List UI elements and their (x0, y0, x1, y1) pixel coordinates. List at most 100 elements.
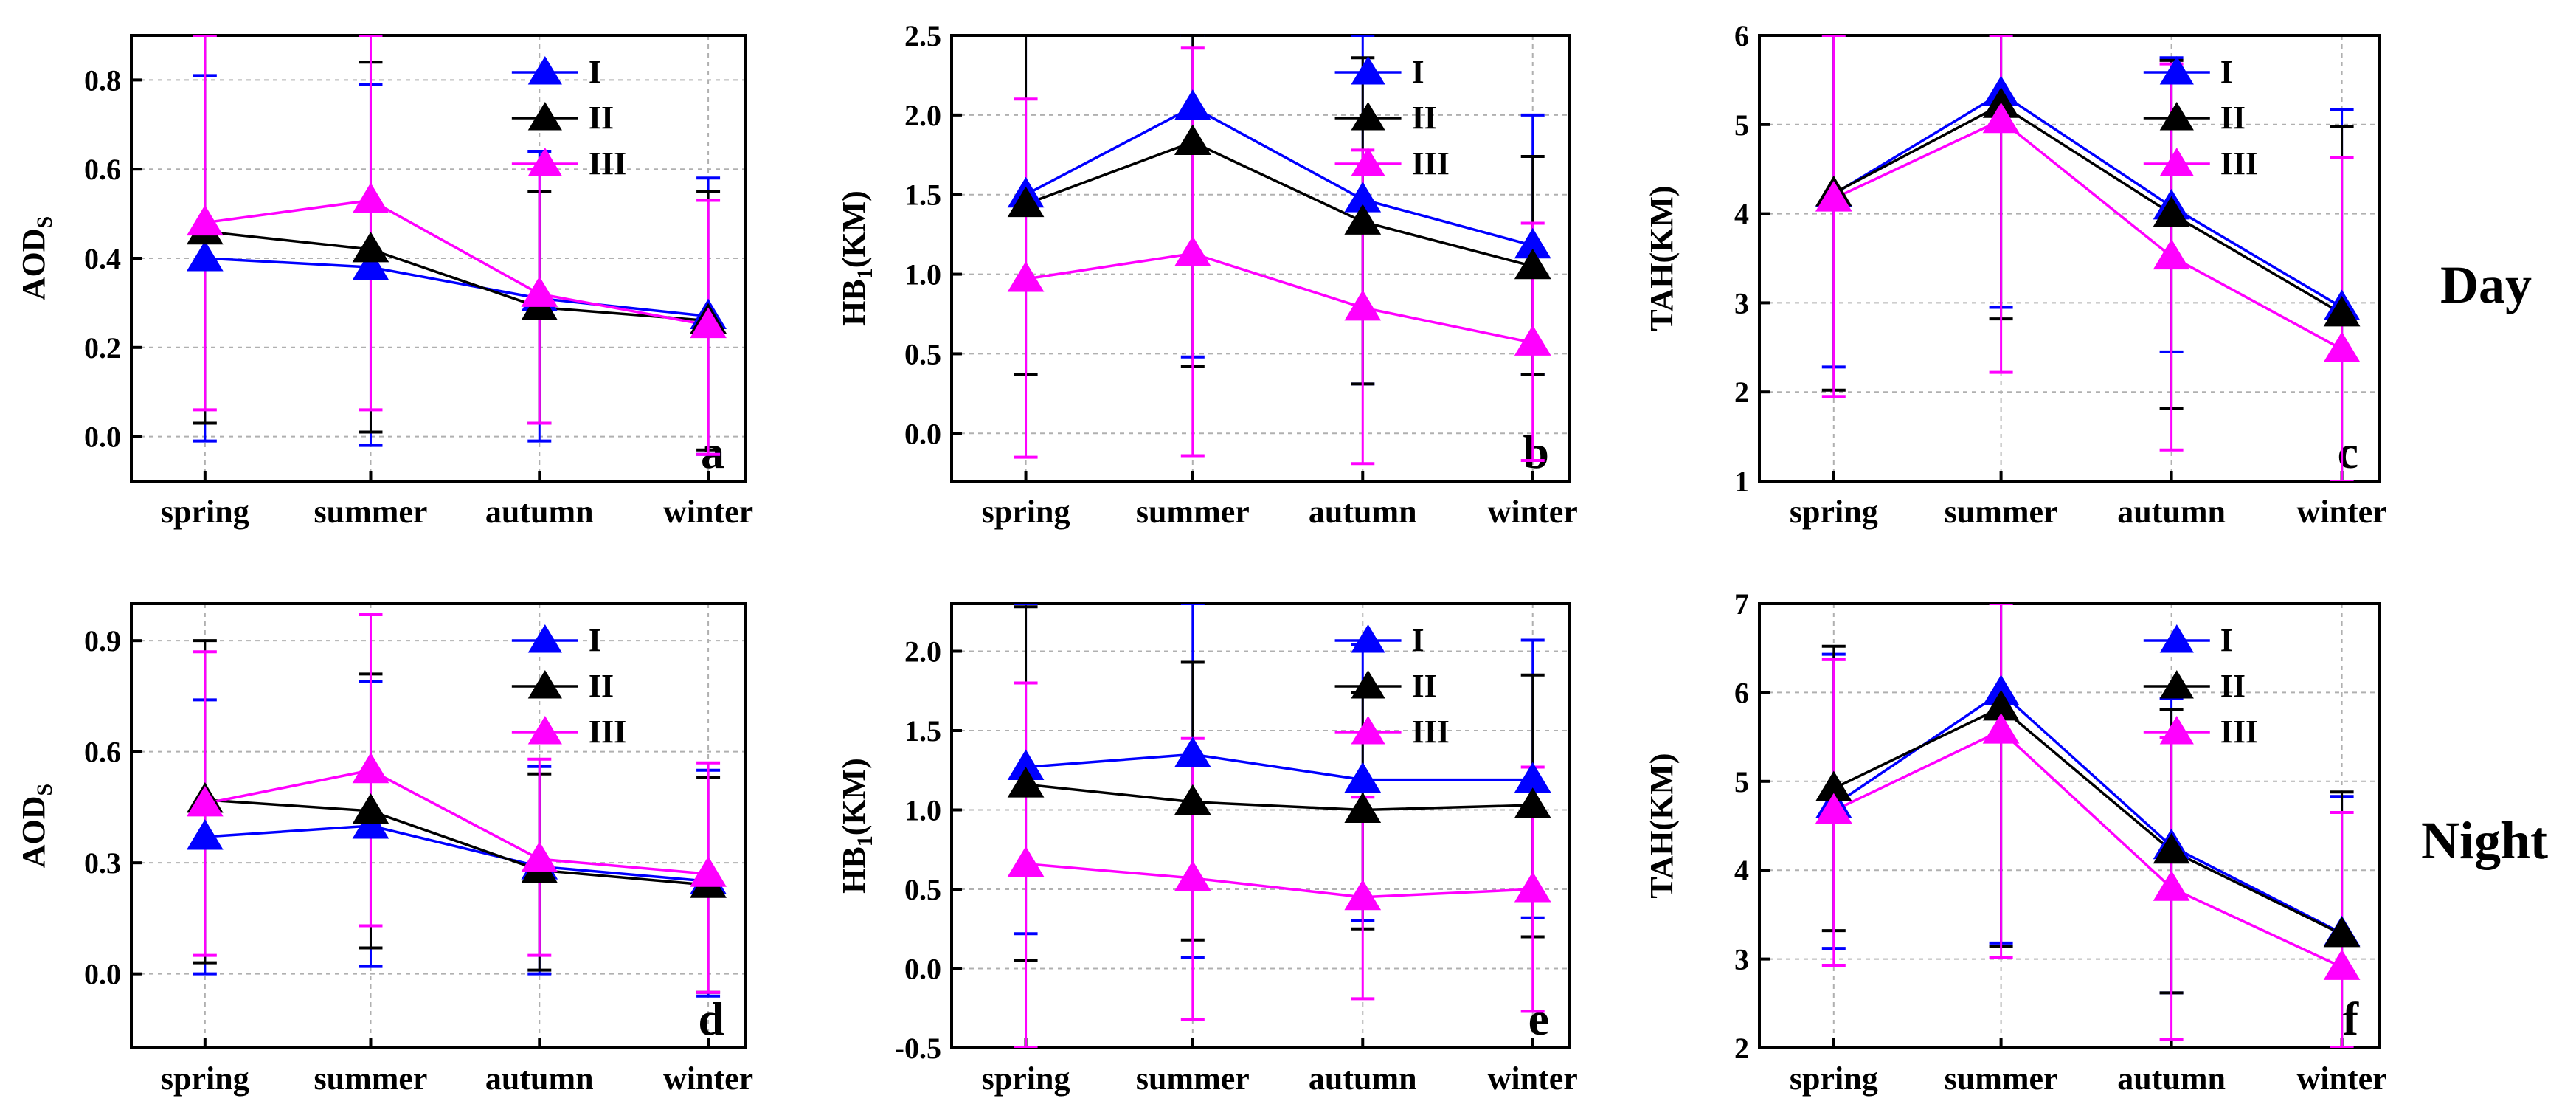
y-tick-label: 4 (1734, 854, 1749, 887)
legend-marker-I (527, 56, 562, 85)
y-tick-label: 4 (1734, 198, 1749, 231)
data-point-III (2153, 870, 2190, 901)
y-tick-label: 0.8 (84, 63, 121, 97)
legend-label-II: II (1412, 100, 1437, 136)
legend-label-I: I (2220, 54, 2233, 90)
y-tick-label: 0.0 (84, 421, 121, 454)
y-tick-label: 0.3 (84, 846, 121, 880)
y-tick-label: 2 (1734, 376, 1749, 409)
y-tick-label: 1.0 (904, 258, 941, 291)
legend-marker-III (2159, 716, 2194, 745)
panel-letter: d (698, 993, 724, 1045)
legend-marker-II (1351, 102, 1385, 131)
data-point-III (2323, 331, 2361, 362)
data-point-III (2153, 238, 2190, 270)
data-point-I (352, 249, 389, 280)
data-point-II (1344, 204, 1382, 235)
data-point-III (1514, 325, 1551, 356)
series-line-III (1025, 862, 1533, 899)
y-tick-label: 0.5 (904, 873, 941, 906)
series-group (186, 613, 727, 998)
y-tick-label: 1.5 (904, 714, 941, 748)
legend-marker-III (1351, 716, 1385, 745)
panel-letter: f (2343, 993, 2359, 1045)
data-point-III (690, 307, 727, 339)
legend-label-II: II (589, 668, 614, 704)
series-line-II (1025, 140, 1534, 268)
legend-label-I: I (1412, 54, 1424, 90)
panel-letter: e (1528, 993, 1549, 1045)
y-axis-title: TAH(KM) (1644, 753, 1680, 898)
data-point-III (1174, 860, 1211, 891)
y-tick-label: 2 (1734, 1032, 1749, 1065)
data-point-II (1007, 767, 1045, 798)
legend-marker-I (1351, 56, 1385, 85)
data-point-III (1815, 793, 1852, 824)
y-tick-label: 0.4 (84, 242, 121, 275)
data-point-II (1514, 248, 1551, 280)
series-line-III (204, 199, 709, 327)
panel-letter: a (701, 426, 724, 478)
plot-frame (1758, 602, 2381, 1049)
data-point-III (1007, 846, 1045, 877)
y-tick-label: 0.2 (84, 331, 121, 365)
legend-marker-I (1351, 624, 1385, 653)
x-tick-label: autumn (485, 1060, 594, 1097)
legend-label-III: III (589, 714, 626, 750)
y-axis-title: TAH(KM) (1644, 185, 1680, 331)
series-line-II (204, 230, 709, 322)
y-tick-label: 3 (1734, 286, 1749, 320)
y-axis-title: AODS (15, 216, 57, 300)
data-point-II (1344, 792, 1382, 823)
series-line-I (204, 257, 709, 318)
data-point-III (186, 204, 224, 236)
series-group (1007, 35, 1551, 466)
y-tick-label: 1 (1734, 465, 1749, 498)
y-tick-label: 2.0 (904, 99, 941, 132)
legend-label-III: III (2220, 714, 2258, 750)
x-tick-label: spring (161, 1060, 249, 1097)
data-point-III (1007, 261, 1045, 292)
legend-label-I: I (589, 622, 601, 658)
data-point-II (1174, 784, 1211, 815)
series-line-I (1025, 106, 1534, 247)
series-group (1007, 604, 1551, 1048)
series-group (1815, 604, 2361, 1048)
y-tick-label: -0.5 (895, 1032, 941, 1065)
data-point-III (521, 276, 558, 307)
x-tick-label: winter (2297, 494, 2387, 530)
x-tick-label: winter (1488, 494, 1578, 530)
legend-marker-I (2159, 56, 2194, 85)
y-tick-label: 6 (1734, 19, 1749, 52)
legend-label-III: III (589, 145, 626, 182)
y-tick-label: 2.0 (904, 635, 941, 669)
series-line-I (1025, 753, 1533, 781)
series-group (186, 35, 727, 456)
y-tick-label: 0.5 (904, 337, 941, 370)
data-point-II (2153, 196, 2190, 227)
x-tick-label: spring (1790, 494, 1878, 530)
y-tick-label: 3 (1734, 943, 1749, 976)
legend-label-III: III (2220, 145, 2258, 182)
x-tick-label: winter (2297, 1060, 2387, 1097)
y-tick-label: 0.9 (84, 624, 121, 658)
x-tick-label: autumn (1309, 1060, 1417, 1097)
x-tick-label: winter (1488, 1060, 1578, 1097)
plot-frame (130, 602, 747, 1049)
data-point-III (352, 182, 389, 213)
y-tick-label: 0.6 (84, 153, 121, 186)
x-tick-label: autumn (2117, 494, 2226, 530)
x-tick-label: summer (1945, 1060, 2058, 1097)
panel-letter: b (1523, 426, 1549, 478)
legend-marker-III (1351, 148, 1385, 176)
data-point-III (2323, 949, 2361, 980)
data-point-I (1174, 89, 1211, 120)
series-line-III (1833, 118, 2343, 351)
series-group (1815, 35, 2361, 481)
series-line-II (1025, 783, 1533, 812)
y-axis-title: HB1(KM) (836, 758, 877, 894)
panel-a: 0.0 0.2 0.4 0.6 0.8 spring summer autumn winter A… (15, 34, 753, 530)
series-line-I (204, 824, 709, 883)
